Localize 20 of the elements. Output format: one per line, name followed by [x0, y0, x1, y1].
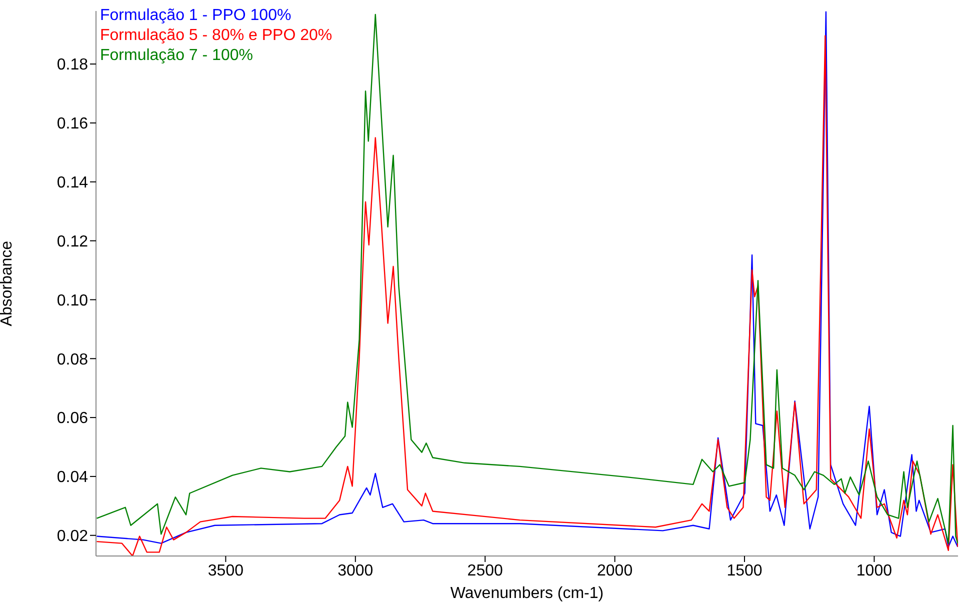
y-tick-label: 0.10 [56, 292, 88, 310]
x-axis-title: Wavenumbers (cm-1) [450, 585, 604, 602]
y-tick-label: 0.14 [56, 174, 88, 192]
text: Formulação 5 - 80% e PPO 20% [100, 26, 332, 46]
x-tick-label: 3500 [208, 562, 244, 580]
y-tick-label: 0.16 [56, 116, 88, 133]
y-tick-label: 0.12 [56, 233, 88, 250]
x-tick-label: 2000 [597, 562, 633, 580]
y-tick-label: 0.02 [56, 528, 88, 546]
text: Formulação 7 - 100% [100, 46, 254, 66]
y-tick-label: 0.06 [56, 410, 88, 428]
text: Formulação 1 - PPO 100% [100, 6, 292, 26]
y-tick-label: 0.18 [56, 56, 88, 74]
y-axis-title: Absorbance [0, 240, 16, 326]
x-tick-label: 1500 [726, 562, 762, 580]
y-tick-label: 0.08 [56, 351, 88, 368]
y-tick-label: 0.04 [56, 469, 88, 486]
x-tick-label: 3000 [338, 562, 374, 580]
x-tick-label: 2500 [467, 562, 504, 580]
x-tick-label: 1000 [856, 562, 892, 580]
